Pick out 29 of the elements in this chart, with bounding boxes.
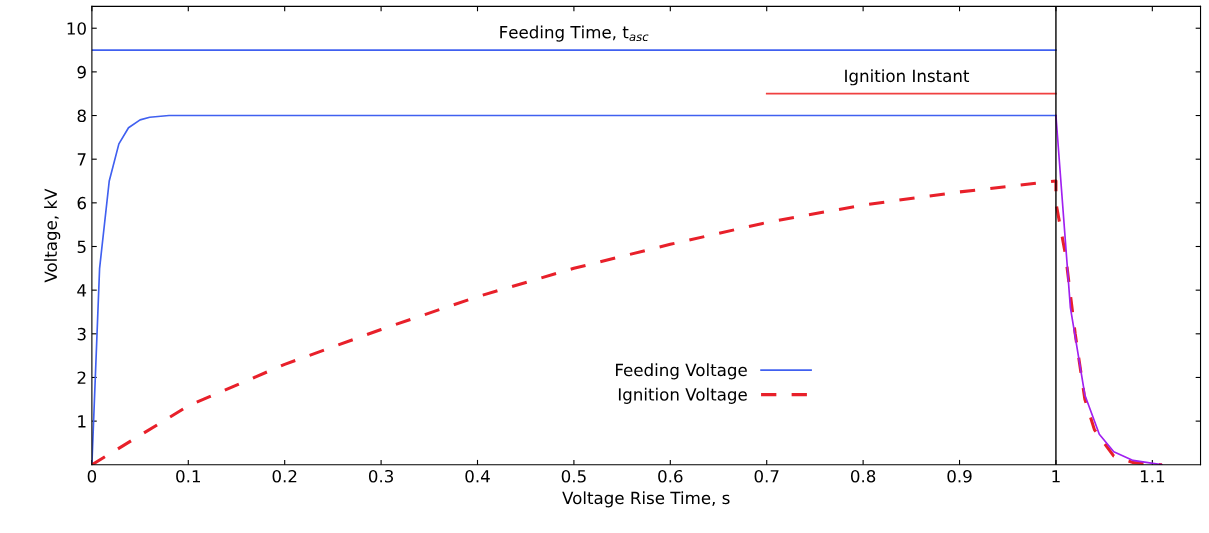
y-tick-label: 6 <box>77 196 86 210</box>
x-tick-label: 0.1 <box>176 469 200 483</box>
x-tick-label: 0.5 <box>561 469 586 483</box>
x-tick-label: 0.3 <box>368 469 394 483</box>
x-tick-label: 0.2 <box>272 469 297 483</box>
x-axis-title: Voltage Rise Time, s <box>562 491 730 508</box>
x-tick-label: 0.7 <box>754 469 779 483</box>
y-tick-label: 7 <box>77 153 86 166</box>
x-tick-label: 0 <box>87 469 97 483</box>
x-tick-label: 0.8 <box>850 469 876 483</box>
x-tick-label: 1 <box>1052 470 1060 483</box>
y-tick-label: 10 <box>67 22 86 35</box>
legend-label: Ignition Voltage <box>618 387 747 404</box>
line-series <box>91 179 1164 465</box>
y-tick-label: 2 <box>77 371 86 384</box>
legend-label: Feeding Voltage <box>616 363 747 380</box>
x-tick-label: 1.1 <box>1140 470 1165 483</box>
y-tick-label: 3 <box>77 327 86 341</box>
y-tick-label: 5 <box>77 240 86 254</box>
annotation: Feeding Time, t$_{asc}$ <box>500 25 649 42</box>
y-tick-label: 4 <box>77 284 87 297</box>
x-tick-label: 0.4 <box>465 469 490 483</box>
y-axis-title: Voltage, kV <box>44 188 61 283</box>
x-tick-label: 0.6 <box>658 469 683 483</box>
y-tick-label: 9 <box>77 65 86 79</box>
x-tick-label: 0.9 <box>947 469 972 483</box>
y-tick-label: 1 <box>78 415 86 428</box>
annotation: Ignition Instant <box>845 69 970 86</box>
y-tick-label: 8 <box>77 109 86 123</box>
